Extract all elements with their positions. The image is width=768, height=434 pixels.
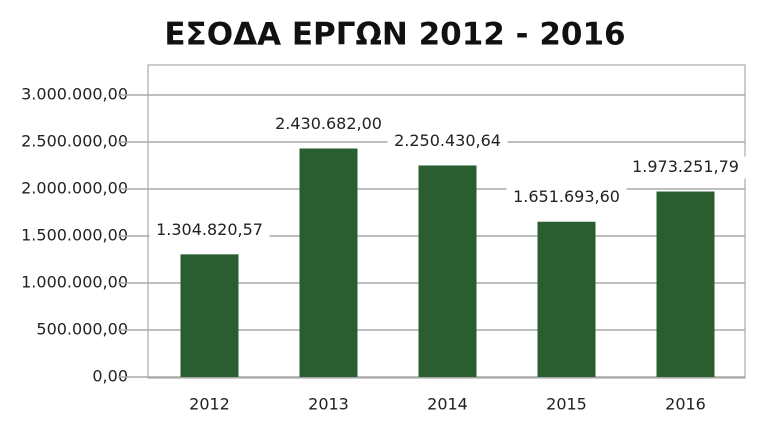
y-tick-label: 500.000,00 — [36, 320, 128, 339]
chart-title: ΕΣΟΔΑ ΕΡΓΩΝ 2012 - 2016 — [164, 17, 625, 53]
data-label-bg — [268, 113, 389, 136]
x-tick-label: 2012 — [189, 395, 230, 414]
x-tick-label: 2016 — [665, 395, 706, 414]
bar — [656, 191, 715, 377]
data-label: 1.651.693,60 — [513, 187, 620, 206]
y-tick-label: 3.000.000,00 — [21, 85, 128, 104]
data-label: 2.430.682,00 — [275, 114, 382, 133]
y-tick-label: 1.500.000,00 — [21, 226, 128, 245]
x-tick-label: 2015 — [546, 395, 587, 414]
bar — [418, 165, 477, 377]
bar — [299, 148, 358, 377]
bar — [180, 254, 239, 377]
data-label-bg — [625, 156, 746, 179]
data-label: 2.250.430,64 — [394, 131, 501, 150]
y-tick-label: 0,00 — [92, 367, 128, 386]
plot-frame — [147, 64, 746, 379]
y-tick-label: 1.000.000,00 — [21, 273, 128, 292]
x-tick-label: 2014 — [427, 395, 468, 414]
data-label: 1.304.820,57 — [156, 220, 263, 239]
data-label: 1.973.251,79 — [632, 157, 739, 176]
x-tick-label: 2013 — [308, 395, 349, 414]
data-label-bg — [149, 219, 270, 242]
y-tick-label: 2.500.000,00 — [21, 132, 128, 151]
bar — [537, 221, 596, 377]
data-label-bg — [387, 130, 508, 153]
y-tick-label: 2.000.000,00 — [21, 179, 128, 198]
data-label-bg — [506, 186, 627, 209]
